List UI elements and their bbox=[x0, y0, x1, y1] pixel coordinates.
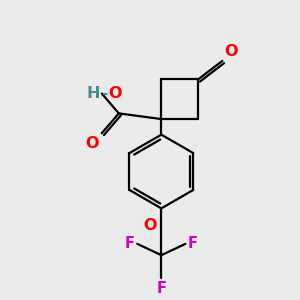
Text: O: O bbox=[108, 86, 122, 101]
Text: -: - bbox=[101, 86, 108, 101]
Text: F: F bbox=[125, 236, 135, 251]
Text: O: O bbox=[144, 218, 157, 233]
Text: O: O bbox=[85, 136, 99, 151]
Text: H: H bbox=[86, 86, 100, 101]
Text: F: F bbox=[156, 281, 166, 296]
Text: O: O bbox=[225, 44, 238, 59]
Text: F: F bbox=[188, 236, 198, 251]
